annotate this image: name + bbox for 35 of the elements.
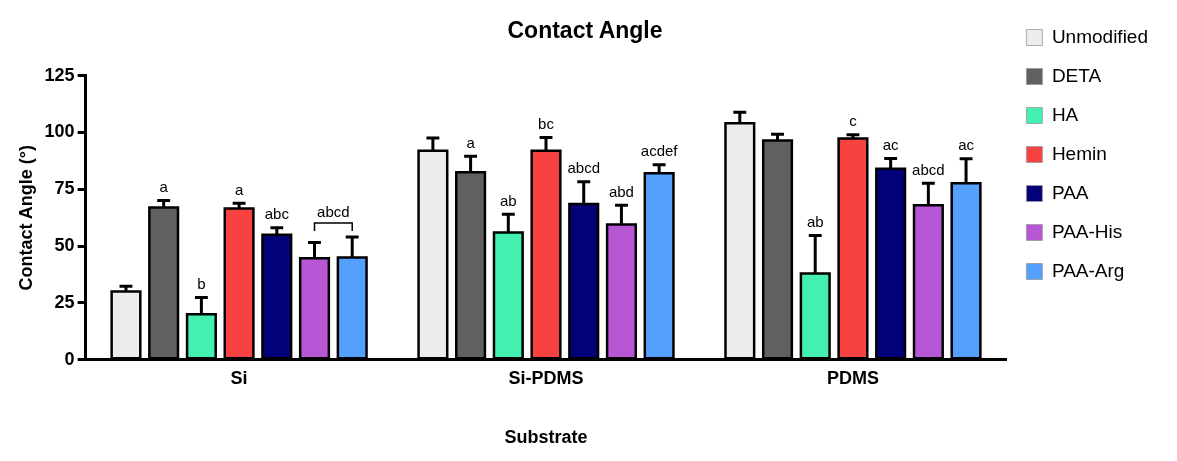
y-tick-label: 75 <box>54 178 75 199</box>
legend-label: DETA <box>1051 64 1102 86</box>
y-tick-label: 100 <box>44 121 75 142</box>
data-label: abcd <box>567 159 600 177</box>
data-label: a <box>466 133 476 151</box>
y-axis-title: Contact Angle (°) <box>15 144 36 291</box>
legend-label: Hemin <box>1051 142 1107 164</box>
data-label: c <box>849 112 858 130</box>
annotation: abcd <box>317 202 350 220</box>
x-tick-label: Si <box>230 367 248 388</box>
legend-label: Unmodified <box>1051 25 1149 47</box>
data-label: abd <box>608 182 634 200</box>
data-label: a <box>159 178 169 196</box>
data-label: b <box>197 275 206 293</box>
y-tick-label: 25 <box>54 291 75 312</box>
y-tick-label: 50 <box>54 235 75 256</box>
data-label: acdef <box>640 142 679 160</box>
x-axis-title: Substrate <box>504 427 588 448</box>
data-label: abcd <box>912 161 945 179</box>
data-label: ab <box>806 213 824 231</box>
legend-label: PAA <box>1051 181 1089 203</box>
legend-label: HA <box>1051 103 1079 125</box>
data-label: a <box>234 180 244 198</box>
x-tick-label: Si-PDMS <box>508 367 584 388</box>
legend-label: PAA-His <box>1051 220 1123 242</box>
data-label: ac <box>882 136 900 154</box>
x-tick-label: PDMS <box>826 367 879 388</box>
y-tick-label: 125 <box>44 64 75 85</box>
data-label: abc <box>264 205 290 223</box>
y-tick-label: 0 <box>64 348 75 369</box>
data-label: ab <box>499 191 517 209</box>
data-label: ac <box>958 136 975 154</box>
data-label: bc <box>538 115 555 133</box>
chart-title: Contact Angle <box>507 17 663 44</box>
legend-label: PAA-Arg <box>1051 259 1125 281</box>
